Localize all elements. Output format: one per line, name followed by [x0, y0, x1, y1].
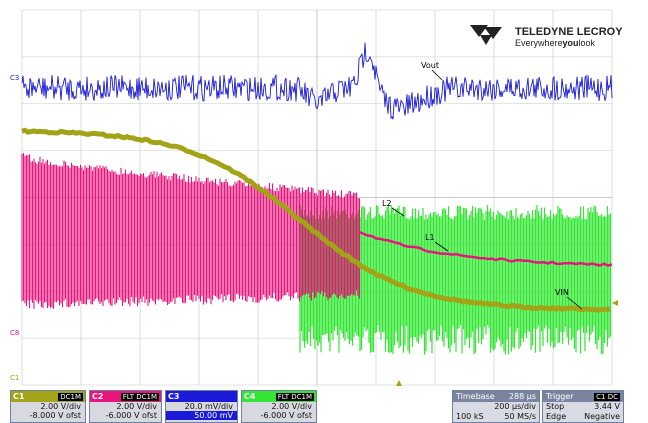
trigger-slope: Negative	[584, 412, 620, 421]
c1-vdiv: 2.00 V/div	[40, 402, 81, 411]
timebase-samples: 100 kS	[456, 412, 484, 421]
c3-tag: C3	[168, 392, 180, 401]
trigger-level-icon	[612, 300, 618, 306]
c2-envelope	[358, 231, 613, 267]
c3-waveform	[21, 42, 613, 120]
timebase-label: Timebase	[456, 392, 495, 401]
c4-offset: -6.000 V ofst	[260, 411, 312, 420]
c1-offset: -8.000 V ofst	[29, 411, 81, 420]
c1-tag: C1	[13, 392, 25, 401]
trigger-type: Edge	[546, 412, 567, 421]
channel-c4-descriptor[interactable]: C4 FLT DC1M 2.00 V/div -6.000 V ofst	[241, 390, 317, 423]
c2-tag: C2	[92, 392, 104, 401]
timebase-descriptor[interactable]: Timebase 288 µs 200 µs/div 100 kS 50 MS/…	[452, 390, 540, 423]
c2-marker: C8	[10, 329, 19, 337]
label-l2: L2	[382, 199, 392, 208]
c3-vdiv: 20.0 mV/div	[184, 402, 233, 411]
teledyne-lecroy-logo: TELEDYNE LECROY Everywhereyoulook	[470, 25, 623, 48]
trigger-mode: Stop	[546, 402, 565, 411]
trigger-source: C1 DC	[594, 392, 620, 401]
brand-tagline: Everywhereyoulook	[515, 38, 596, 48]
timebase-rate: 50 MS/s	[504, 412, 536, 421]
channel-c1-descriptor[interactable]: C1 DC1M 2.00 V/div -8.000 V ofst	[10, 390, 86, 423]
label-vout: Vout	[421, 61, 439, 70]
c4-coupling: FLT DC1M	[275, 392, 314, 401]
c3-marker: C3	[10, 74, 19, 82]
c1-marker: C1	[10, 374, 19, 382]
trigger-descriptor[interactable]: Trigger C1 DC Stop 3.44 V Edge Negative	[542, 390, 624, 423]
c2-vdiv: 2.00 V/div	[116, 402, 157, 411]
c2-offset: -6.000 V ofst	[105, 411, 157, 420]
c1-coupling: DC1M	[58, 392, 83, 401]
c4-tag: C4	[244, 392, 256, 401]
c1-waveform	[21, 127, 611, 313]
c4-vdiv: 2.00 V/div	[271, 402, 312, 411]
label-vin: VIN	[555, 288, 569, 297]
c3-offset: 50.00 mV	[166, 411, 237, 420]
channel-c3-descriptor[interactable]: C3 20.0 mV/div 50.00 mV	[165, 390, 238, 423]
timebase-value: 288 µs	[508, 392, 536, 401]
waveform-display: TELEDYNE LECROY Everywhereyoulook Vout L…	[10, 9, 624, 386]
logo-mark-icon	[470, 25, 502, 45]
timebase-per-div: 200 µs/div	[494, 402, 536, 411]
channel-c2-descriptor[interactable]: C2 FLT DC1M 2.00 V/div -6.000 V ofst	[89, 390, 162, 423]
label-l1: L1	[425, 233, 435, 242]
trigger-position-icon	[396, 380, 402, 386]
trigger-label: Trigger	[546, 392, 574, 401]
trigger-level: 3.44 V	[594, 402, 620, 411]
c2-coupling: FLT DC1M	[120, 392, 159, 401]
brand-name: TELEDYNE LECROY	[515, 26, 623, 38]
